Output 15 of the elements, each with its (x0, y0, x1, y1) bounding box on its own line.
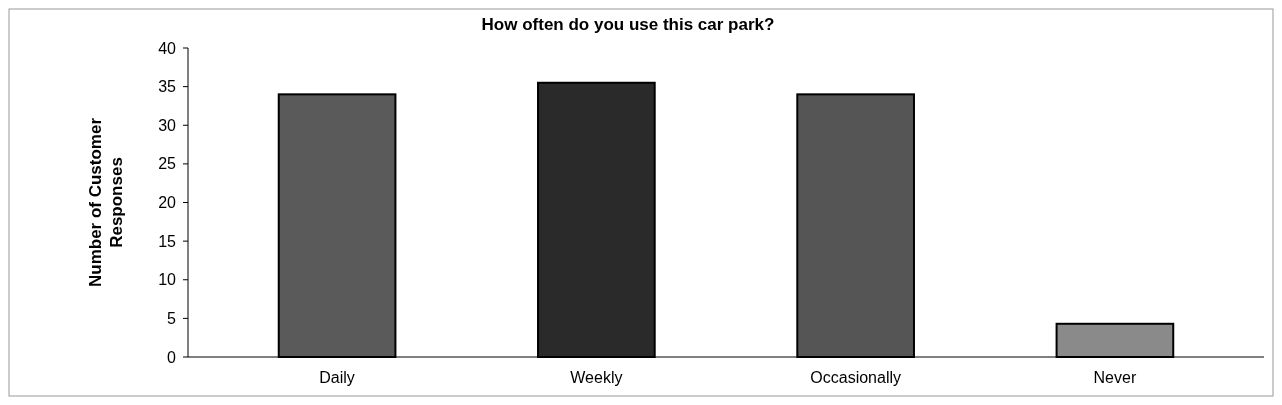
x-tick-label: Weekly (570, 369, 623, 386)
x-tick-label: Occasionally (810, 369, 901, 386)
chart-title: How often do you use this car park? (481, 15, 775, 34)
y-tick-label: 0 (167, 348, 177, 366)
y-tick-label: 20 (158, 194, 177, 212)
y-tick-label: 30 (158, 116, 177, 134)
y-tick-label: 15 (158, 232, 177, 250)
x-tick-label: Never (1093, 369, 1137, 386)
y-tick-label: 40 (158, 39, 177, 57)
y-axis-title: Number of Customer Responses (86, 117, 126, 288)
y-tick-label: 25 (158, 155, 177, 173)
y-tick-label: 35 (158, 78, 177, 96)
y-tick-label: 5 (167, 309, 177, 327)
y-tick-label: 10 (158, 271, 177, 289)
x-tick-label: Daily (319, 369, 355, 386)
